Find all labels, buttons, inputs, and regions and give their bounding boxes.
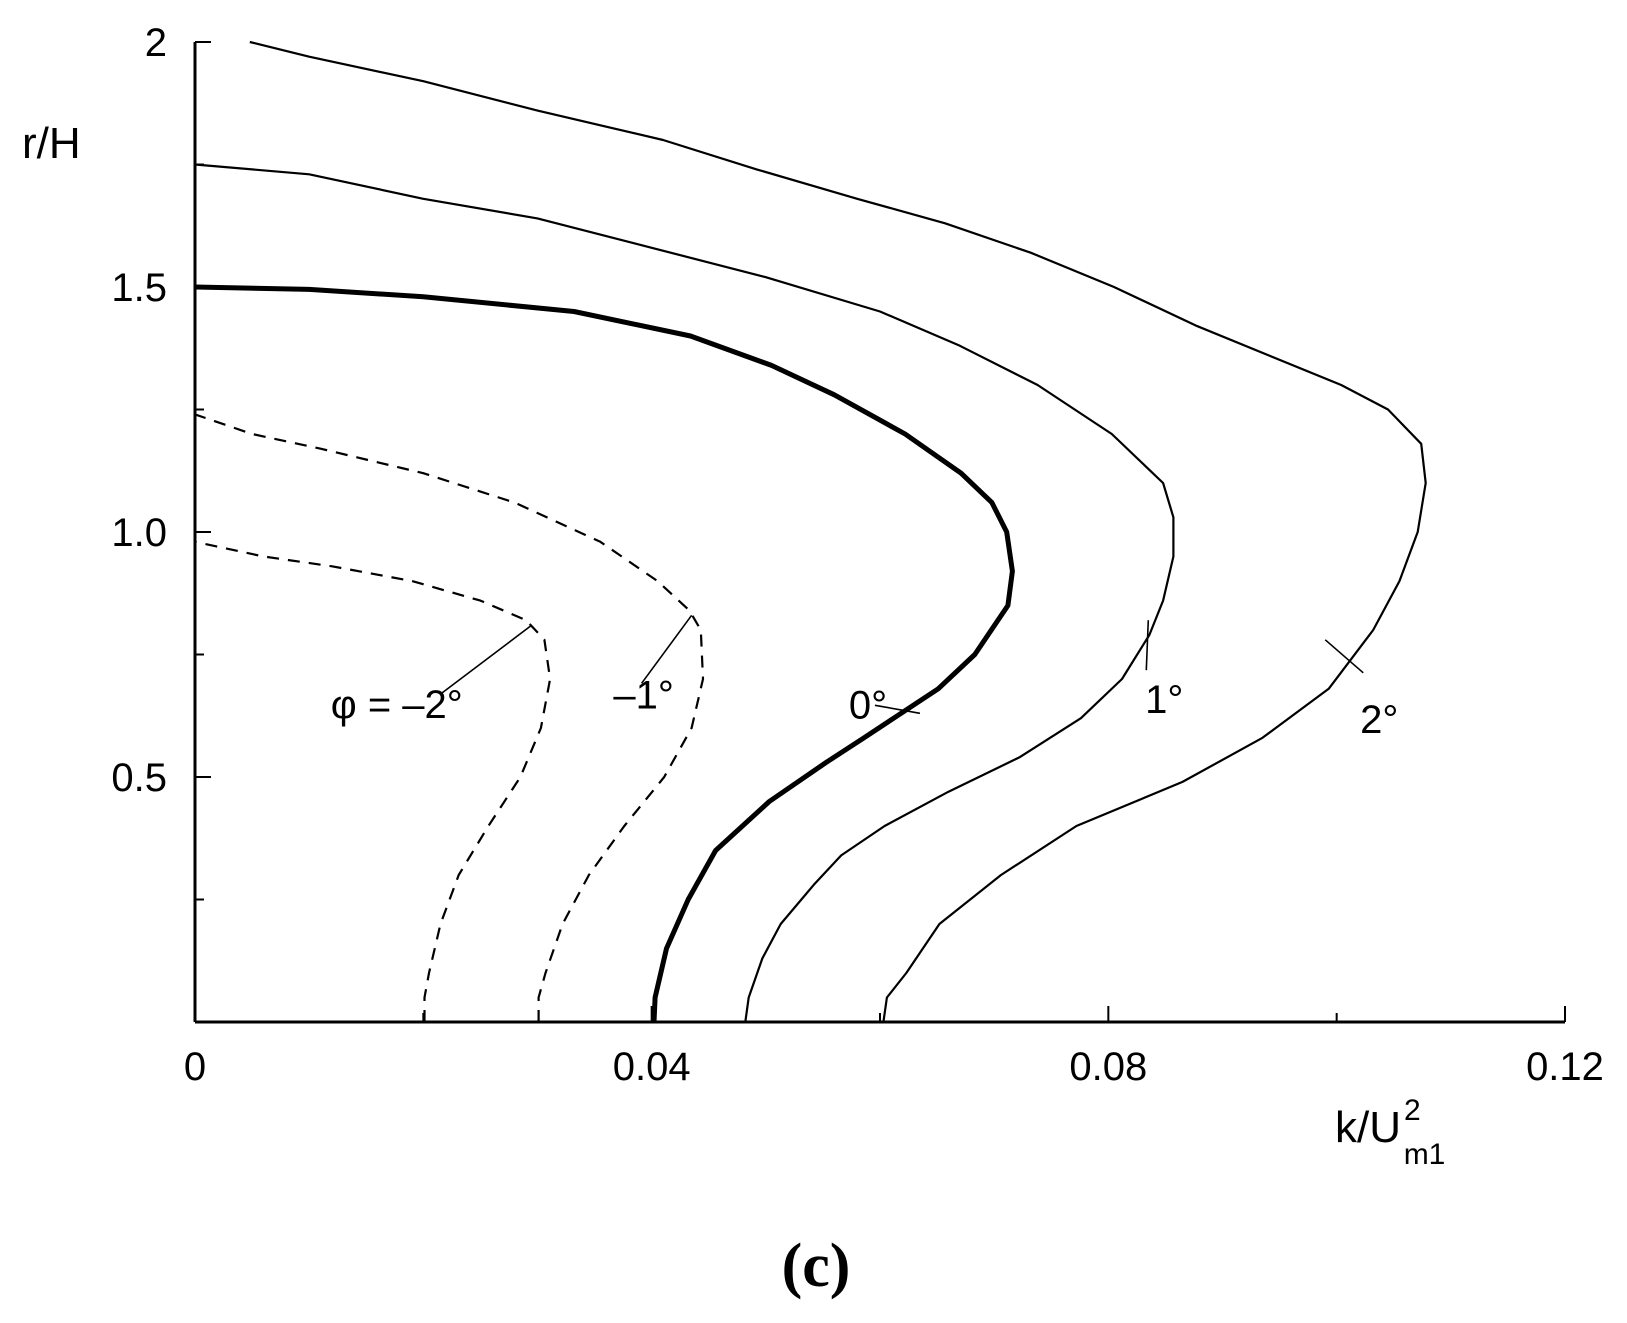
y-tick-label: 2 (145, 21, 167, 65)
x-tick-label: 0.08 (1069, 1045, 1147, 1089)
series-leader-3 (1145, 620, 1150, 671)
y-tick-label: 1.0 (111, 511, 167, 555)
x-axis-label-sub: m1 (1404, 1138, 1446, 1171)
series-line-2 (194, 284, 1015, 1023)
x-axis-label: k/U 2 m1 (1335, 1094, 1445, 1171)
series-label-1: –1° (613, 673, 674, 717)
y-tick-label: 0.5 (111, 756, 167, 800)
y-axis-label: r/H (22, 119, 81, 168)
series-label-3: 1° (1145, 678, 1183, 722)
x-tick-label: 0.04 (613, 1045, 691, 1089)
data-series-group (194, 40, 1427, 1023)
axes-group: 0 0.04 0.08 0.12 0.5 1.0 1.5 2 (111, 21, 1604, 1089)
series-label-2: 0° (849, 683, 887, 727)
x-axis-label-main: k/U (1335, 1103, 1401, 1152)
x-tick-label: 0 (184, 1045, 206, 1089)
series-line-1 (194, 413, 705, 1022)
x-tick-label: 0.12 (1526, 1045, 1604, 1089)
series-line-0 (194, 540, 552, 1022)
x-axis-label-sup: 2 (1404, 1094, 1421, 1127)
y-tick-label: 1.5 (111, 266, 167, 310)
series-label-0: φ = –2° (331, 683, 463, 727)
series-leader-2 (874, 704, 921, 715)
series-line-4 (249, 40, 1427, 1023)
series-label-4: 2° (1360, 698, 1398, 742)
series-leader-1 (640, 614, 693, 684)
series-leader-0 (441, 624, 533, 694)
series-leader-4 (1324, 639, 1364, 674)
series-line-3 (194, 163, 1175, 1023)
panel-label: (c) (782, 1232, 851, 1300)
label-group: r/H k/U 2 m1 φ = –2° –1° 0° 1° 2° (22, 119, 1445, 1171)
